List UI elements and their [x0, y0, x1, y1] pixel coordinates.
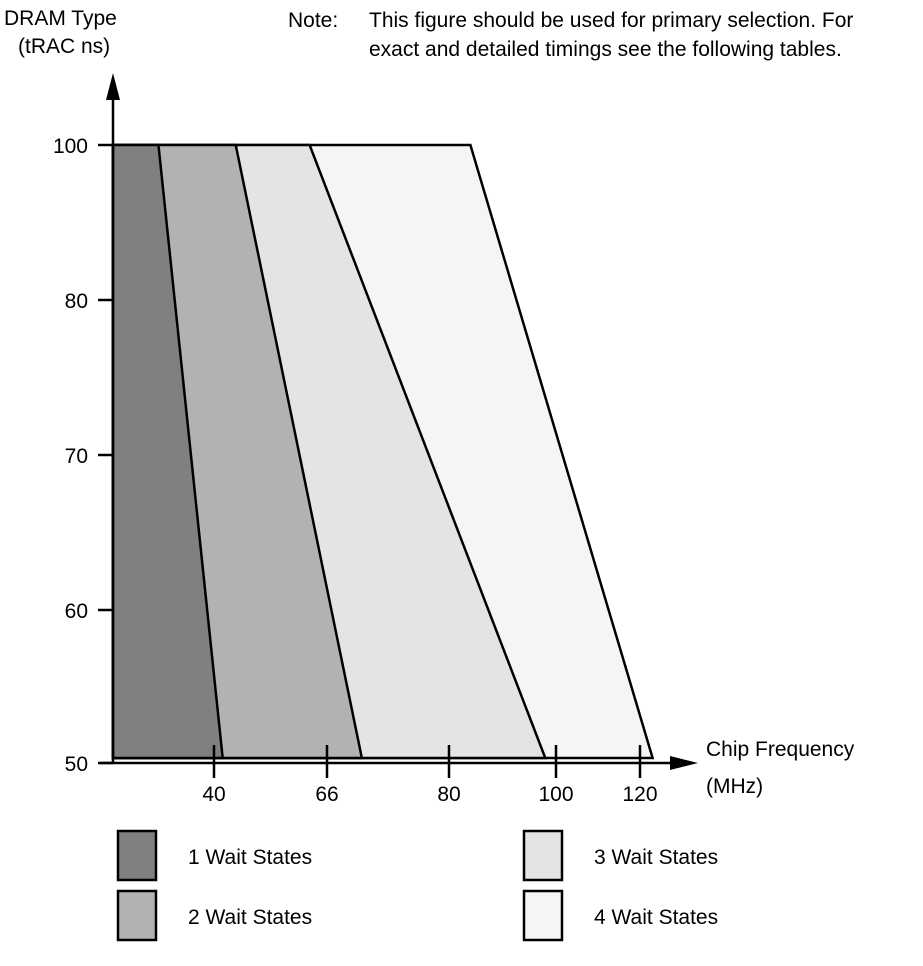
legend-label: 1 Wait States	[188, 846, 312, 869]
x-tick-label: 40	[202, 783, 225, 806]
legend-label: 4 Wait States	[594, 906, 718, 929]
y-tick-label: 100	[53, 135, 88, 158]
legend-swatch-2	[116, 889, 158, 942]
x-axis-title-line2: (MHz)	[706, 775, 763, 798]
y-tick-label: 70	[65, 445, 88, 468]
x-ticks: 40 66 80 100 120	[202, 745, 658, 806]
wait-state-bands	[111, 143, 655, 760]
x-tick-label: 66	[315, 783, 338, 806]
x-axis-arrow-icon	[670, 756, 698, 770]
legend-swatch-4	[522, 889, 564, 942]
note-label: Note:	[288, 9, 339, 32]
y-tick-label: 80	[65, 290, 88, 313]
x-axis-title-line1: Chip Frequency	[706, 738, 855, 761]
legend-swatch-1	[116, 829, 158, 882]
x-tick-label: 100	[538, 783, 573, 806]
y-axis-arrow-icon	[106, 73, 120, 100]
legend-label: 2 Wait States	[188, 906, 312, 929]
legend: 1 Wait States 2 Wait States 3 Wait States 4…	[116, 829, 718, 942]
legend-swatch-3	[522, 829, 564, 882]
note-line-1: This figure should be used for primary s…	[369, 9, 854, 32]
x-tick-label: 80	[437, 783, 460, 806]
y-axis-title-line1: DRAM Type	[4, 7, 117, 30]
y-axis-title-line2: (tRAC ns)	[18, 35, 110, 58]
note-text: This figure should be used for primary s…	[369, 6, 923, 64]
x-tick-label: 120	[622, 783, 657, 806]
y-tick-label: 60	[65, 600, 88, 623]
y-ticks: 100 80 70 60 50	[53, 135, 113, 776]
legend-label: 3 Wait States	[594, 846, 718, 869]
y-tick-label: 50	[65, 753, 88, 776]
note-line-2: exact and detailed timings see the follo…	[369, 38, 842, 61]
